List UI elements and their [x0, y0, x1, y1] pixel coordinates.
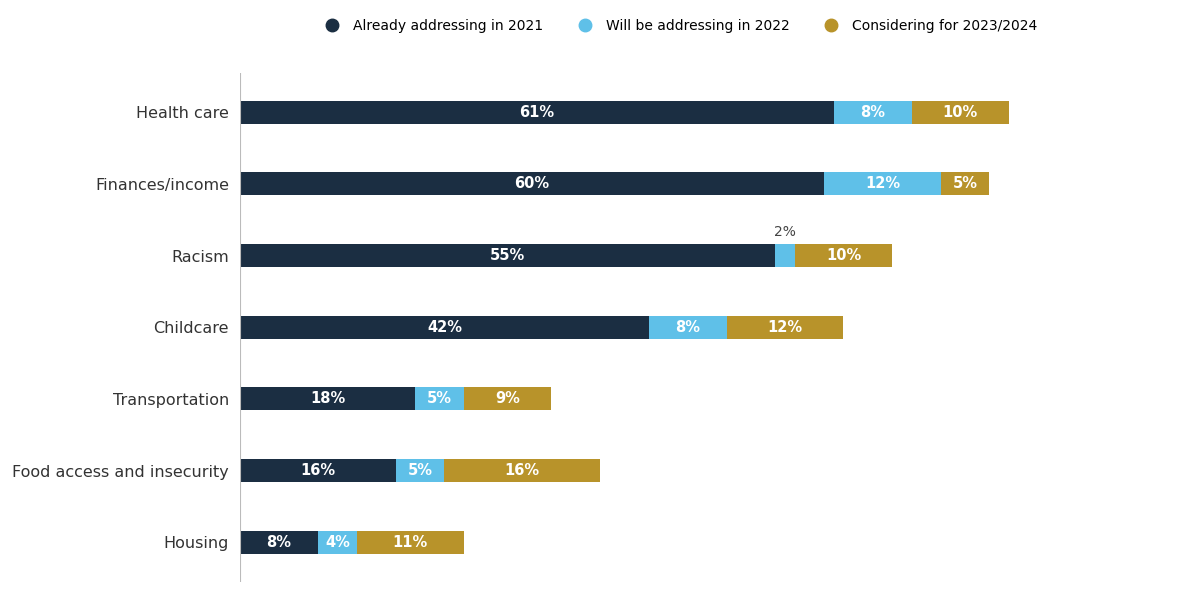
- Bar: [912, 101, 1009, 124]
- Text: 42%: 42%: [427, 320, 462, 335]
- Text: 8%: 8%: [676, 320, 701, 335]
- Text: 12%: 12%: [768, 320, 803, 335]
- Bar: [834, 101, 912, 124]
- Text: 11%: 11%: [392, 535, 428, 550]
- Text: 10%: 10%: [943, 105, 978, 119]
- Text: 5%: 5%: [408, 463, 432, 478]
- Text: 2%: 2%: [774, 225, 796, 239]
- Text: 4%: 4%: [325, 535, 349, 550]
- Text: 8%: 8%: [266, 535, 292, 550]
- Bar: [464, 387, 552, 410]
- Bar: [356, 531, 464, 554]
- Text: 16%: 16%: [300, 463, 336, 478]
- Bar: [240, 459, 396, 482]
- Text: 9%: 9%: [496, 391, 520, 407]
- Text: 10%: 10%: [826, 248, 862, 263]
- Bar: [240, 101, 834, 124]
- Bar: [318, 531, 356, 554]
- Text: 16%: 16%: [505, 463, 540, 478]
- Text: 61%: 61%: [520, 105, 554, 119]
- Bar: [396, 459, 444, 482]
- Bar: [444, 459, 600, 482]
- Bar: [824, 172, 941, 195]
- Bar: [794, 244, 892, 267]
- Text: 5%: 5%: [953, 176, 978, 191]
- Bar: [941, 172, 990, 195]
- Text: 12%: 12%: [865, 176, 900, 191]
- Text: 18%: 18%: [310, 391, 346, 407]
- Bar: [240, 387, 415, 410]
- Text: 60%: 60%: [515, 176, 550, 191]
- Text: 8%: 8%: [860, 105, 886, 119]
- Bar: [240, 172, 824, 195]
- Bar: [415, 387, 464, 410]
- Bar: [240, 244, 775, 267]
- Bar: [649, 316, 727, 339]
- Legend: Already addressing in 2021, Will be addressing in 2022, Considering for 2023/202: Already addressing in 2021, Will be addr…: [313, 13, 1043, 39]
- Bar: [775, 244, 794, 267]
- Text: 5%: 5%: [427, 391, 452, 407]
- Bar: [240, 316, 649, 339]
- Bar: [727, 316, 844, 339]
- Text: 55%: 55%: [490, 248, 526, 263]
- Bar: [240, 531, 318, 554]
